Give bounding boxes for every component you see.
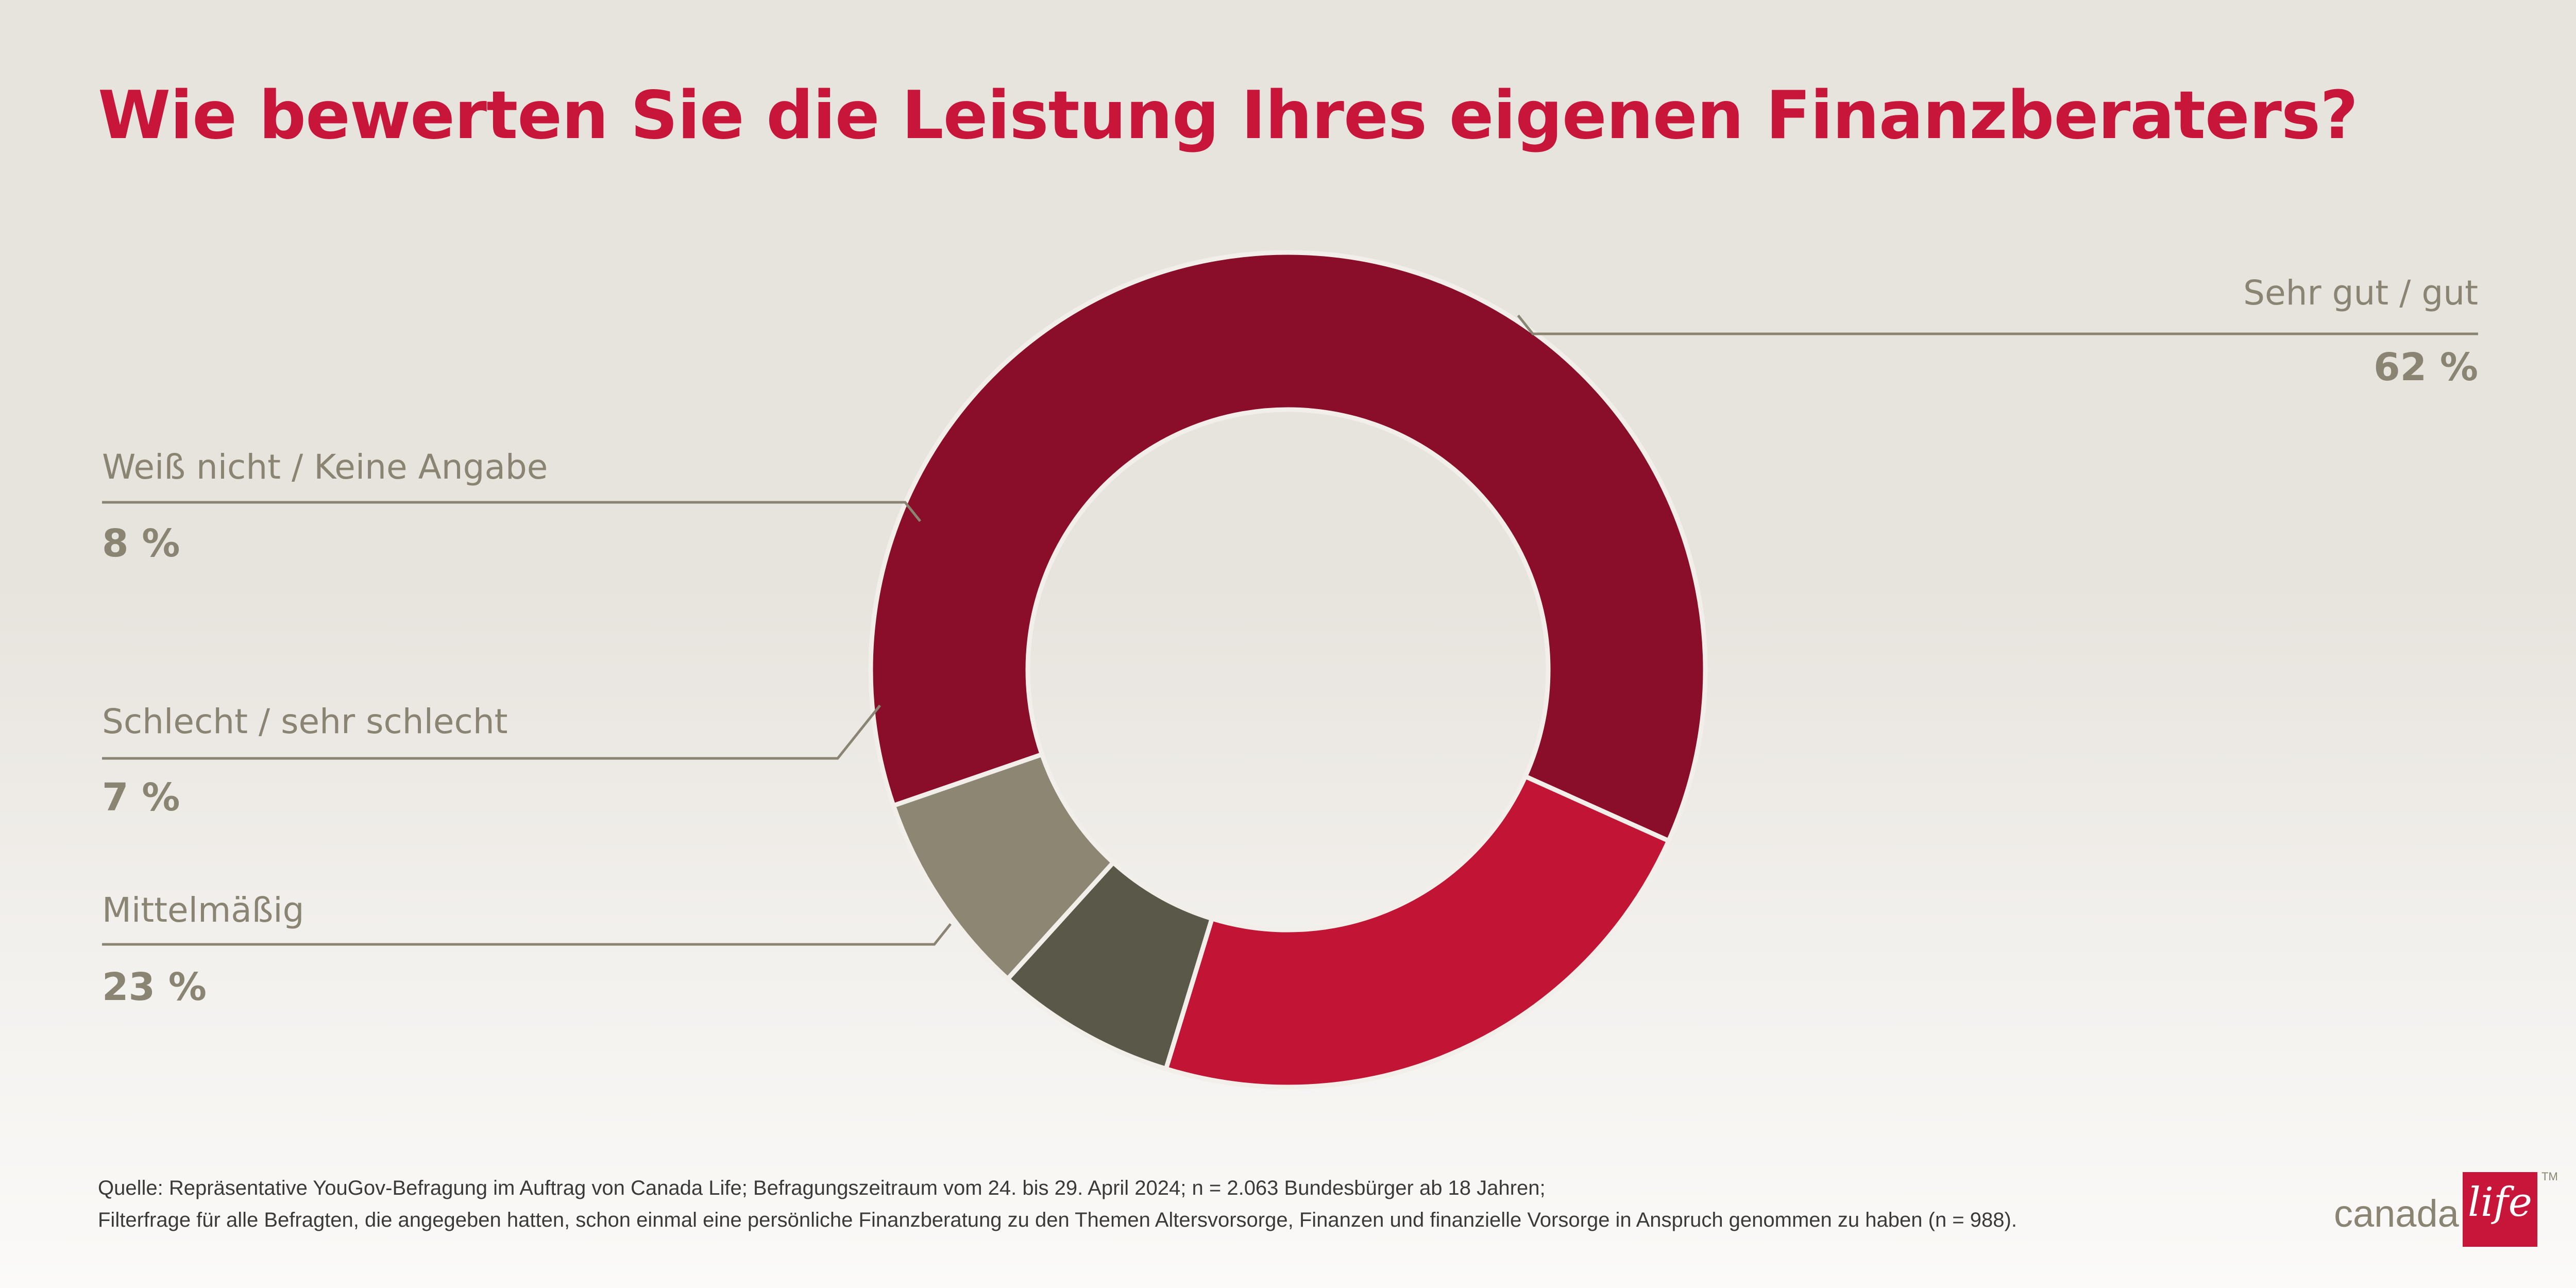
donut-slice-0 xyxy=(868,250,1708,843)
leader-line-mittelmaessig xyxy=(102,923,952,946)
source-footnote: Quelle: Repräsentative YouGov-Befragung … xyxy=(98,1172,2017,1236)
canada-life-logo: canada life TM xyxy=(2334,1170,2561,1249)
leader-line-weiss-nicht xyxy=(102,501,922,522)
logo-red-box: life xyxy=(2463,1172,2537,1247)
logo-wordmark: canada xyxy=(2334,1192,2459,1235)
chart-title: Wie bewerten Sie die Leistung Ihres eige… xyxy=(98,77,2358,154)
slice-label-weiss-nicht: Weiß nicht / Keine Angabe xyxy=(102,447,548,487)
slice-value-sehr-gut: 62 % xyxy=(2374,345,2478,389)
footnote-line-1: Quelle: Repräsentative YouGov-Befragung … xyxy=(98,1177,1546,1199)
slice-label-mittelmaessig: Mittelmäßig xyxy=(102,890,304,930)
donut-slice-1 xyxy=(1163,774,1671,1090)
leader-line-schlecht xyxy=(102,704,881,760)
leader-line-sehr-gut xyxy=(1517,314,2478,335)
footnote-line-2: Filterfrage für alle Befragten, die ange… xyxy=(98,1209,2017,1231)
slice-label-schlecht: Schlecht / sehr schlecht xyxy=(102,702,508,741)
slice-value-mittelmaessig: 23 % xyxy=(102,965,207,1009)
slice-value-schlecht: 7 % xyxy=(102,775,180,820)
logo-script-text: life xyxy=(2468,1179,2532,1226)
slice-label-sehr-gut: Sehr gut / gut xyxy=(2243,273,2478,313)
donut-slice-3 xyxy=(891,752,1116,981)
donut-chart xyxy=(102,250,2478,1090)
logo-trademark: TM xyxy=(2541,1170,2558,1183)
slice-value-weiss-nicht: 8 % xyxy=(102,521,180,566)
